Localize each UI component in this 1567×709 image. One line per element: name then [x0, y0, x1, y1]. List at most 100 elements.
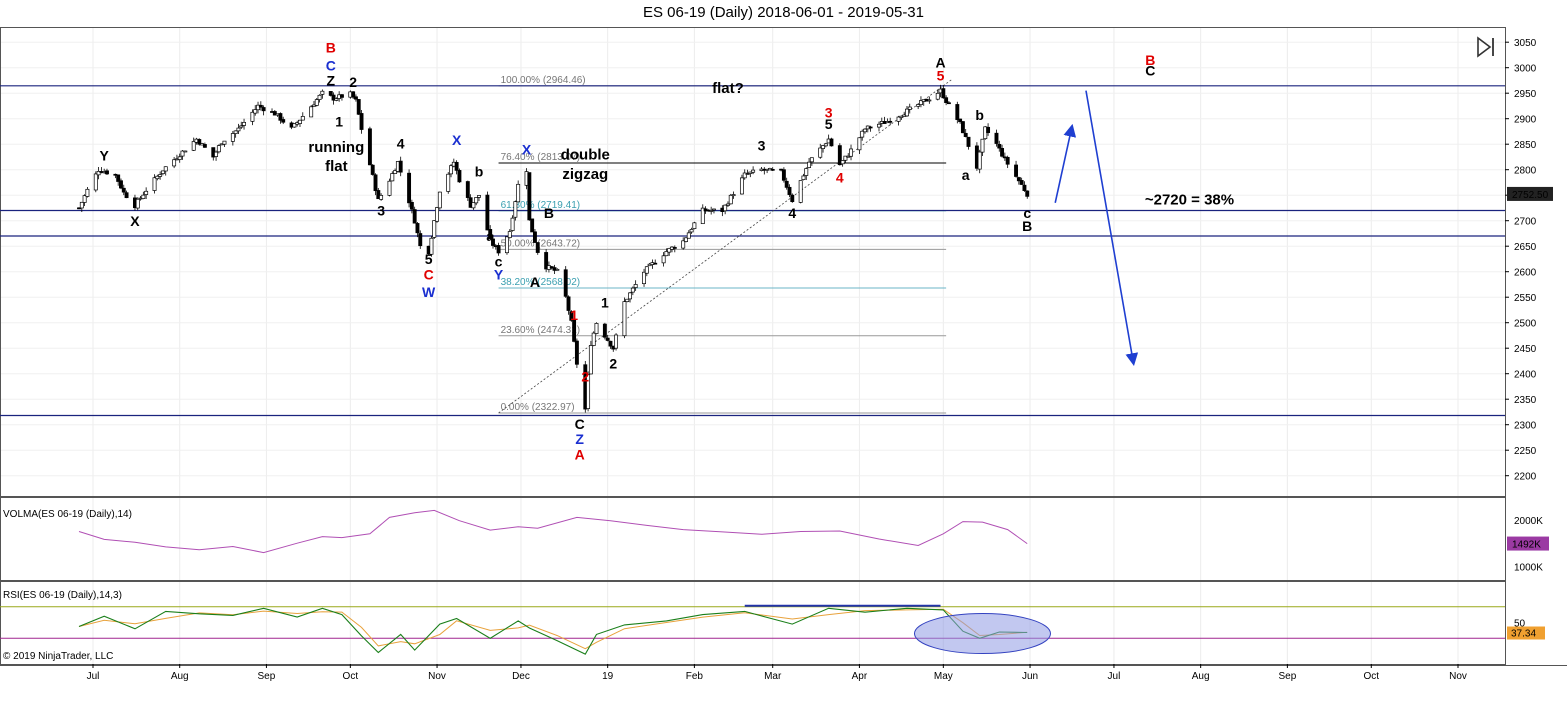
- y-tick-label: 2900: [1514, 115, 1537, 126]
- wave-label: 3: [825, 105, 833, 121]
- last-price-badge: [1507, 186, 1553, 201]
- wave-label: 4: [788, 205, 796, 221]
- candle-body: [798, 180, 803, 203]
- candle-body: [709, 210, 714, 212]
- wave-label: A: [575, 446, 585, 462]
- candle-body: [449, 165, 453, 175]
- wave-label: 4: [836, 169, 844, 185]
- wave-label: X: [452, 132, 462, 148]
- wave-label: 3: [758, 137, 766, 153]
- wave-label: flat: [325, 158, 348, 175]
- candle-body: [429, 237, 434, 255]
- wave-label: B: [544, 205, 554, 221]
- candle-body: [105, 170, 109, 175]
- projection-arrow: [1085, 90, 1139, 367]
- candle-body: [298, 119, 302, 124]
- candle-body: [692, 222, 697, 229]
- candle-body: [555, 268, 560, 271]
- candle-body: [846, 155, 851, 158]
- candle-body: [314, 99, 319, 106]
- y-tick-label: 2600: [1514, 268, 1537, 279]
- volma-panel: VOLMA(ES 06-19 (Daily),14) 1000K 2000K 1492…: [3, 509, 1549, 574]
- candle-body: [121, 187, 126, 193]
- y-tick-label: 2500: [1514, 319, 1537, 330]
- volma-last-badge: [1507, 536, 1549, 551]
- y-tick-label: 2800: [1514, 166, 1537, 177]
- rsi-line: [78, 607, 1028, 655]
- x-tick-label: Jul: [1108, 671, 1121, 682]
- panel-frames: [0, 27, 1567, 666]
- candle-body: [818, 147, 823, 158]
- candle-body: [790, 194, 795, 203]
- candle-body: [172, 159, 177, 167]
- candle-body: [829, 138, 834, 147]
- candle-body: [927, 99, 932, 102]
- candle-body: [331, 94, 336, 101]
- x-tick-label: Jun: [1022, 671, 1038, 682]
- candle-body: [177, 156, 182, 160]
- x-tick-label: Aug: [1192, 671, 1210, 682]
- candle-body: [566, 296, 571, 311]
- candle-body: [667, 248, 672, 253]
- y-tick-label: 2250: [1514, 446, 1537, 457]
- candle-body: [935, 92, 940, 100]
- rsi-last-text: 37.34: [1511, 629, 1536, 640]
- candle-body: [868, 126, 873, 129]
- candle-body: [272, 111, 277, 116]
- candle-body: [160, 170, 165, 174]
- wave-label: X: [522, 141, 532, 157]
- candle-body: [748, 171, 753, 174]
- wave-label: 4: [397, 135, 405, 151]
- candle-body: [258, 104, 263, 108]
- candle-body: [532, 231, 537, 243]
- candle-body: [309, 106, 314, 118]
- candle-body: [602, 323, 607, 338]
- candle-body: [507, 231, 512, 238]
- x-tick-label: Apr: [852, 671, 868, 682]
- candle-body: [840, 160, 845, 165]
- volma-tick-label: 2000K: [1514, 516, 1543, 527]
- candle-body: [594, 323, 599, 334]
- candle-body: [236, 127, 241, 132]
- candle-body: [642, 271, 646, 285]
- candle-body: [253, 109, 258, 114]
- candle-body: [351, 91, 356, 98]
- candle-body: [135, 198, 140, 209]
- candle-body: [591, 332, 596, 346]
- y-tick-label: 2550: [1514, 293, 1537, 304]
- candle-body: [96, 171, 101, 176]
- price-candles: [77, 84, 1030, 413]
- candle-body: [1025, 190, 1030, 197]
- wave-label: zigzag: [562, 166, 608, 183]
- candle-body: [963, 132, 968, 137]
- candle-body: [116, 174, 121, 182]
- rsi-title: RSI(ES 06-19 (Daily),14,3): [3, 590, 122, 601]
- candle-body: [488, 229, 493, 240]
- candle-body: [216, 145, 221, 153]
- candle-body: [684, 237, 688, 242]
- candle-body: [152, 177, 157, 191]
- wave-label: C: [575, 416, 585, 432]
- candle-body: [471, 202, 476, 209]
- candle-body: [672, 247, 677, 249]
- candle-body: [605, 337, 610, 341]
- candle-body: [588, 345, 593, 375]
- candle-body: [144, 190, 149, 195]
- play-end-icon[interactable]: [1474, 36, 1498, 58]
- candle-body: [823, 143, 828, 147]
- candle-body: [608, 340, 613, 347]
- candle-body: [1019, 180, 1024, 185]
- wave-label: b: [975, 107, 984, 123]
- wave-label: a: [486, 228, 494, 244]
- wave-label: 2: [609, 356, 617, 372]
- wave-label: c: [495, 254, 503, 270]
- candle-body: [250, 111, 255, 122]
- wave-label: Z: [575, 431, 584, 447]
- candle-body: [281, 119, 286, 123]
- candle-body: [85, 188, 90, 197]
- candle-body: [630, 287, 635, 293]
- candle-body: [907, 106, 912, 110]
- candle-body: [966, 136, 971, 147]
- volma-last-text: 1492K: [1512, 540, 1541, 551]
- wave-label: 3: [377, 203, 385, 219]
